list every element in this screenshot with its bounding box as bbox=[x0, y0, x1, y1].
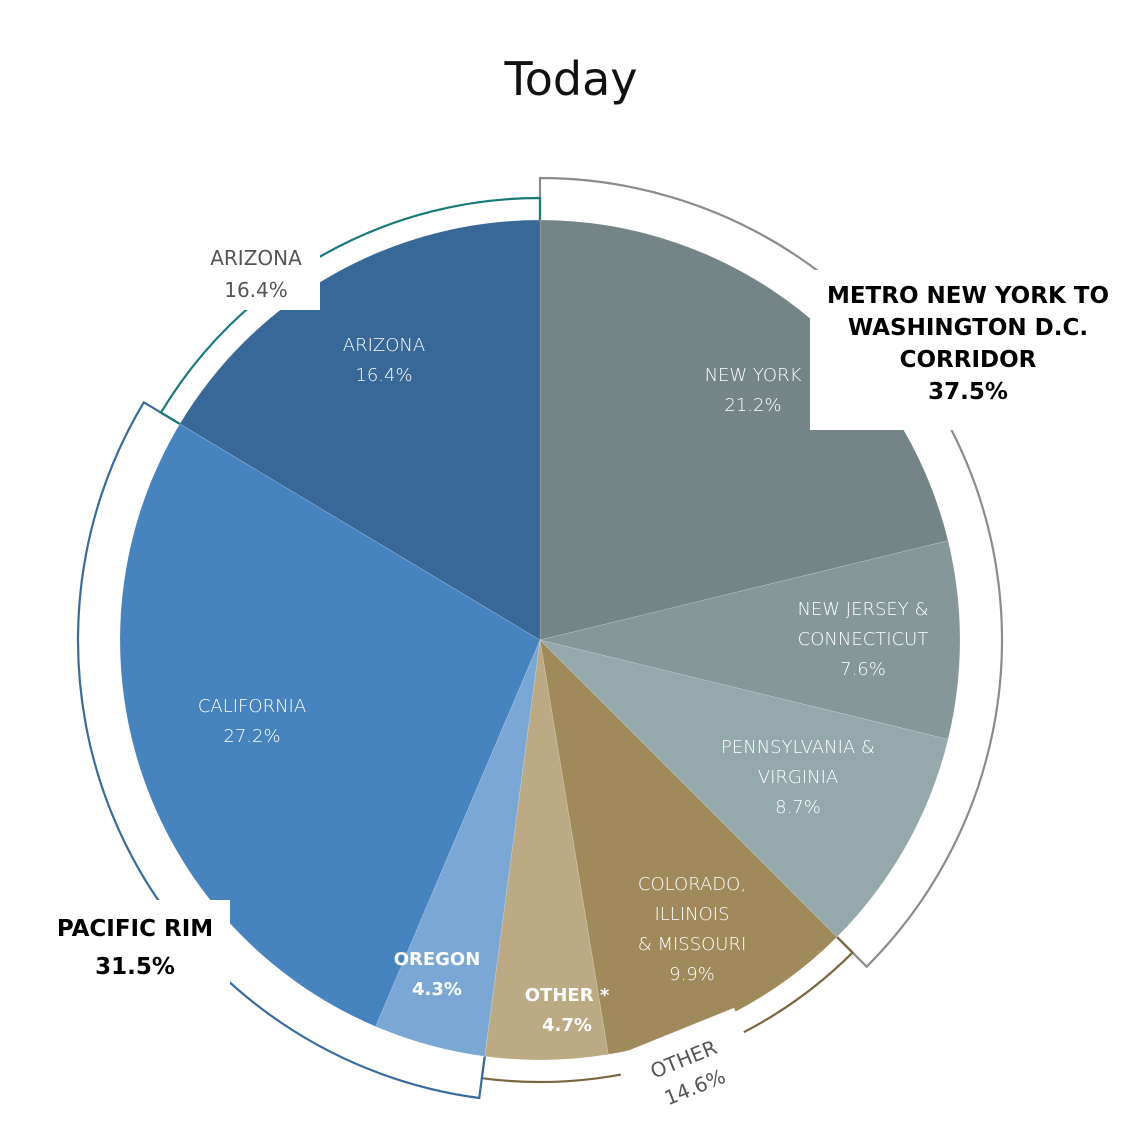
slice-label-california: CALIFORNIA bbox=[198, 696, 306, 717]
svg-text:ARIZONA: ARIZONA bbox=[210, 246, 302, 270]
bracket-pacific bbox=[76, 400, 486, 1100]
pie-slice-pa-va[interactable] bbox=[539, 639, 949, 938]
pie-slice-new-york[interactable] bbox=[539, 219, 949, 641]
label-mask bbox=[810, 270, 1130, 430]
slice-label-pa-va: PENNSYLVANIA & bbox=[721, 737, 875, 758]
pie-slice-arizona[interactable] bbox=[179, 219, 541, 641]
slice-label-new-york: 21.2% bbox=[724, 395, 781, 416]
pie-slice-other-star[interactable] bbox=[484, 639, 609, 1061]
svg-text:CORRIDOR: CORRIDOR bbox=[900, 347, 1037, 373]
pie-slice-nj-ct[interactable] bbox=[539, 540, 961, 740]
pie-slices bbox=[119, 219, 961, 1061]
slice-label-other-star: 4.7% bbox=[542, 1015, 592, 1036]
svg-text:PACIFIC RIM: PACIFIC RIM bbox=[57, 916, 213, 942]
pie-slice-oregon[interactable] bbox=[375, 639, 541, 1057]
slice-labels: NEW YORK 21.2% NEW JERSEY & CONNECTICUT 7.6%… bbox=[198, 335, 929, 1036]
label-mask bbox=[613, 1007, 757, 1113]
slice-label-new-york: NEW YORK bbox=[705, 365, 802, 386]
slice-label-arizona: ARIZONA bbox=[343, 335, 425, 356]
slice-label-arizona: 16.4% bbox=[355, 365, 412, 386]
svg-text:WASHINGTON D.C.: WASHINGTON D.C. bbox=[848, 315, 1088, 341]
group-label-pacific: PACIFIC RIM 31.5% bbox=[57, 916, 213, 980]
slice-label-oregon: OREGON bbox=[394, 949, 481, 970]
slice-label-co-il-mo: COLORADO, bbox=[638, 874, 746, 895]
slice-label-co-il-mo: 9.9% bbox=[669, 964, 715, 985]
bracket-metro bbox=[538, 176, 1004, 969]
slice-label-nj-ct: 7.6% bbox=[840, 659, 886, 680]
svg-text:16.4%: 16.4% bbox=[224, 278, 288, 302]
group-labels: METRO NEW YORK TO WASHINGTON D.C. CORRIDOR… bbox=[40, 235, 1130, 1113]
bracket-arizona bbox=[159, 196, 542, 425]
label-mask bbox=[40, 900, 230, 1000]
pie-slice-california[interactable] bbox=[119, 423, 541, 1027]
slice-label-pa-va: VIRGINIA bbox=[758, 767, 838, 788]
slice-label-pa-va: 8.7% bbox=[775, 797, 821, 818]
slice-label-other-star: OTHER * bbox=[525, 985, 610, 1006]
slice-label-co-il-mo: ILLINOIS bbox=[654, 904, 729, 925]
slice-label-california: 27.2% bbox=[223, 726, 280, 747]
slice-label-nj-ct: NEW JERSEY & bbox=[797, 599, 928, 620]
slice-label-oregon: 4.3% bbox=[412, 979, 462, 1000]
svg-text:37.5%: 37.5% bbox=[928, 379, 1008, 405]
group-label-arizona: ARIZONA 16.4% bbox=[210, 246, 302, 302]
slice-label-nj-ct: CONNECTICUT bbox=[798, 629, 929, 650]
chart-title: Today bbox=[504, 52, 638, 106]
svg-text:31.5%: 31.5% bbox=[95, 954, 175, 980]
svg-text:METRO NEW YORK TO: METRO NEW YORK TO bbox=[827, 283, 1109, 309]
group-label-metro: METRO NEW YORK TO WASHINGTON D.C. CORRIDOR… bbox=[827, 283, 1109, 405]
slice-label-co-il-mo: & MISSOURI bbox=[638, 934, 747, 955]
label-mask bbox=[190, 235, 320, 310]
